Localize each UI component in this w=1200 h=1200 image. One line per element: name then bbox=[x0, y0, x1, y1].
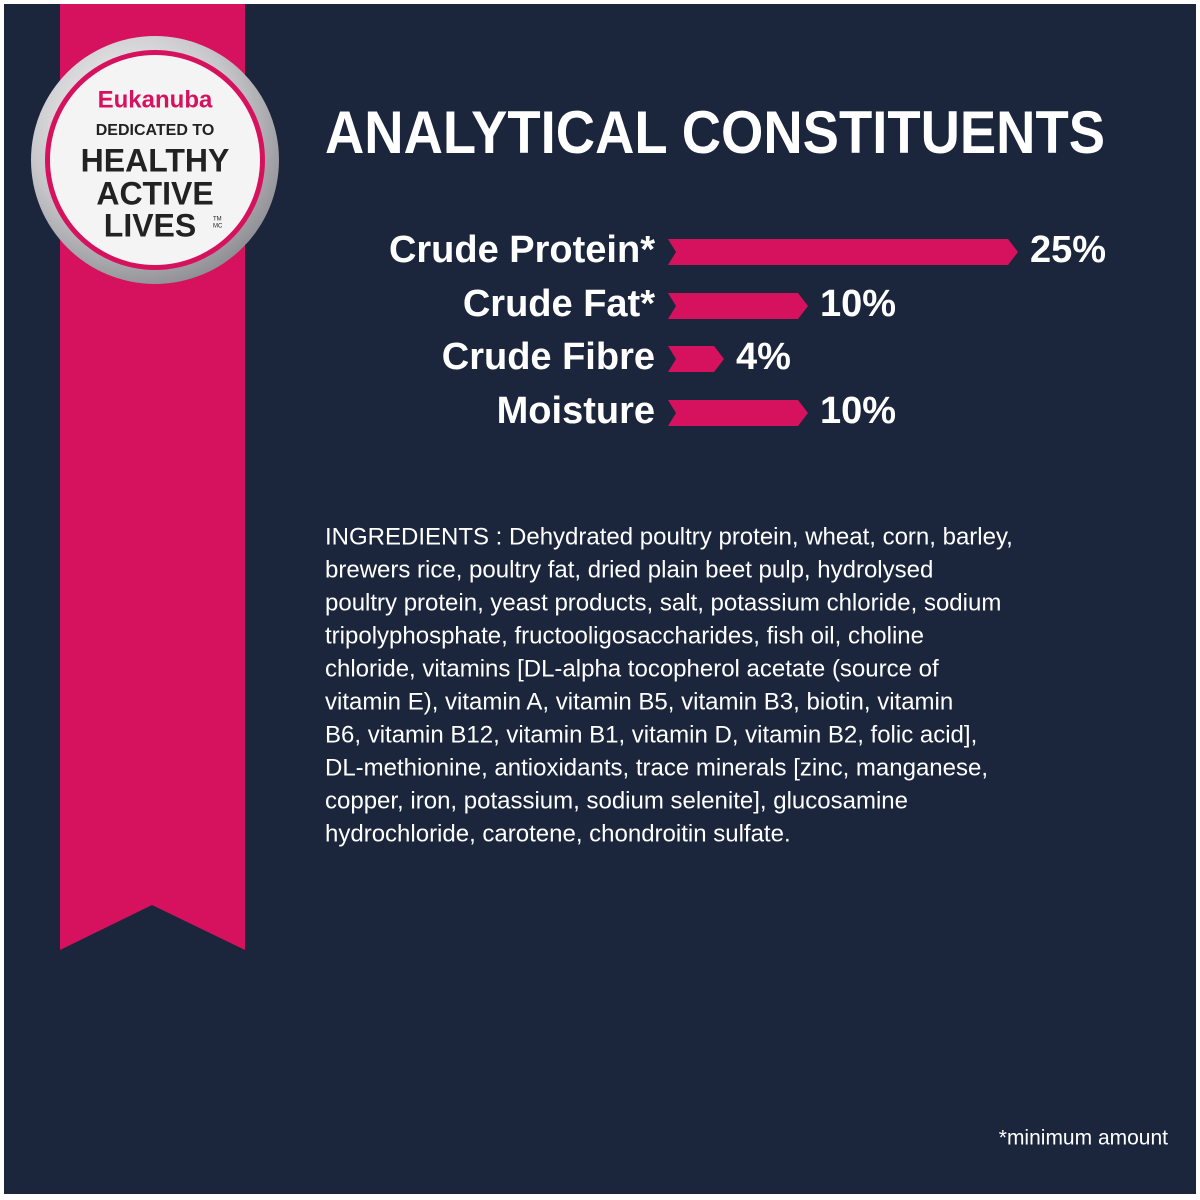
badge-text: DEDICATED TO bbox=[96, 122, 215, 139]
badge-brand: Eukanuba bbox=[98, 86, 213, 113]
ingredients-line: tripolyphosphate, fructooligosaccharides… bbox=[325, 622, 924, 649]
ingredients-line: hydrochloride, carotene, chondroitin sul… bbox=[325, 820, 791, 847]
ingredients-line: copper, iron, potassium, sodium selenite… bbox=[325, 787, 908, 814]
bar bbox=[668, 346, 724, 372]
ingredients-line: chloride, vitamins [DL-alpha tocopherol … bbox=[325, 655, 939, 682]
ingredients-line: poultry protein, yeast products, salt, p… bbox=[325, 589, 1001, 616]
bar bbox=[668, 239, 1018, 265]
ingredients-line: DL-methionine, antioxidants, trace miner… bbox=[325, 754, 988, 781]
trademark: TM bbox=[213, 217, 222, 223]
badge-text: LIVES bbox=[104, 207, 196, 243]
badge-text: HEALTHY bbox=[81, 142, 230, 178]
footnote: *minimum amount bbox=[999, 1127, 1168, 1150]
badge-text: ACTIVE bbox=[96, 175, 213, 211]
bar bbox=[668, 400, 808, 426]
badge-face bbox=[50, 55, 260, 265]
chart-title: ANALYTICAL CONSTITUENTS bbox=[325, 99, 1105, 166]
ingredients-line: vitamin E), vitamin A, vitamin B5, vitam… bbox=[325, 688, 953, 715]
category-label: Moisture bbox=[497, 390, 655, 432]
category-label: Crude Protein* bbox=[389, 229, 655, 271]
category-label: Crude Fat* bbox=[463, 283, 655, 325]
trademark: MC bbox=[213, 224, 223, 230]
category-label: Crude Fibre bbox=[442, 336, 655, 378]
ingredients-line: brewers rice, poultry fat, dried plain b… bbox=[325, 556, 933, 583]
value-label: 25% bbox=[1030, 229, 1106, 271]
value-label: 10% bbox=[820, 283, 896, 325]
value-label: 10% bbox=[820, 390, 896, 432]
bar bbox=[668, 293, 808, 319]
ingredients-line: B6, vitamin B12, vitamin B1, vitamin D, … bbox=[325, 721, 977, 748]
ingredients-line: INGREDIENTS : Dehydrated poultry protein… bbox=[325, 523, 1013, 550]
value-label: 4% bbox=[736, 336, 791, 378]
